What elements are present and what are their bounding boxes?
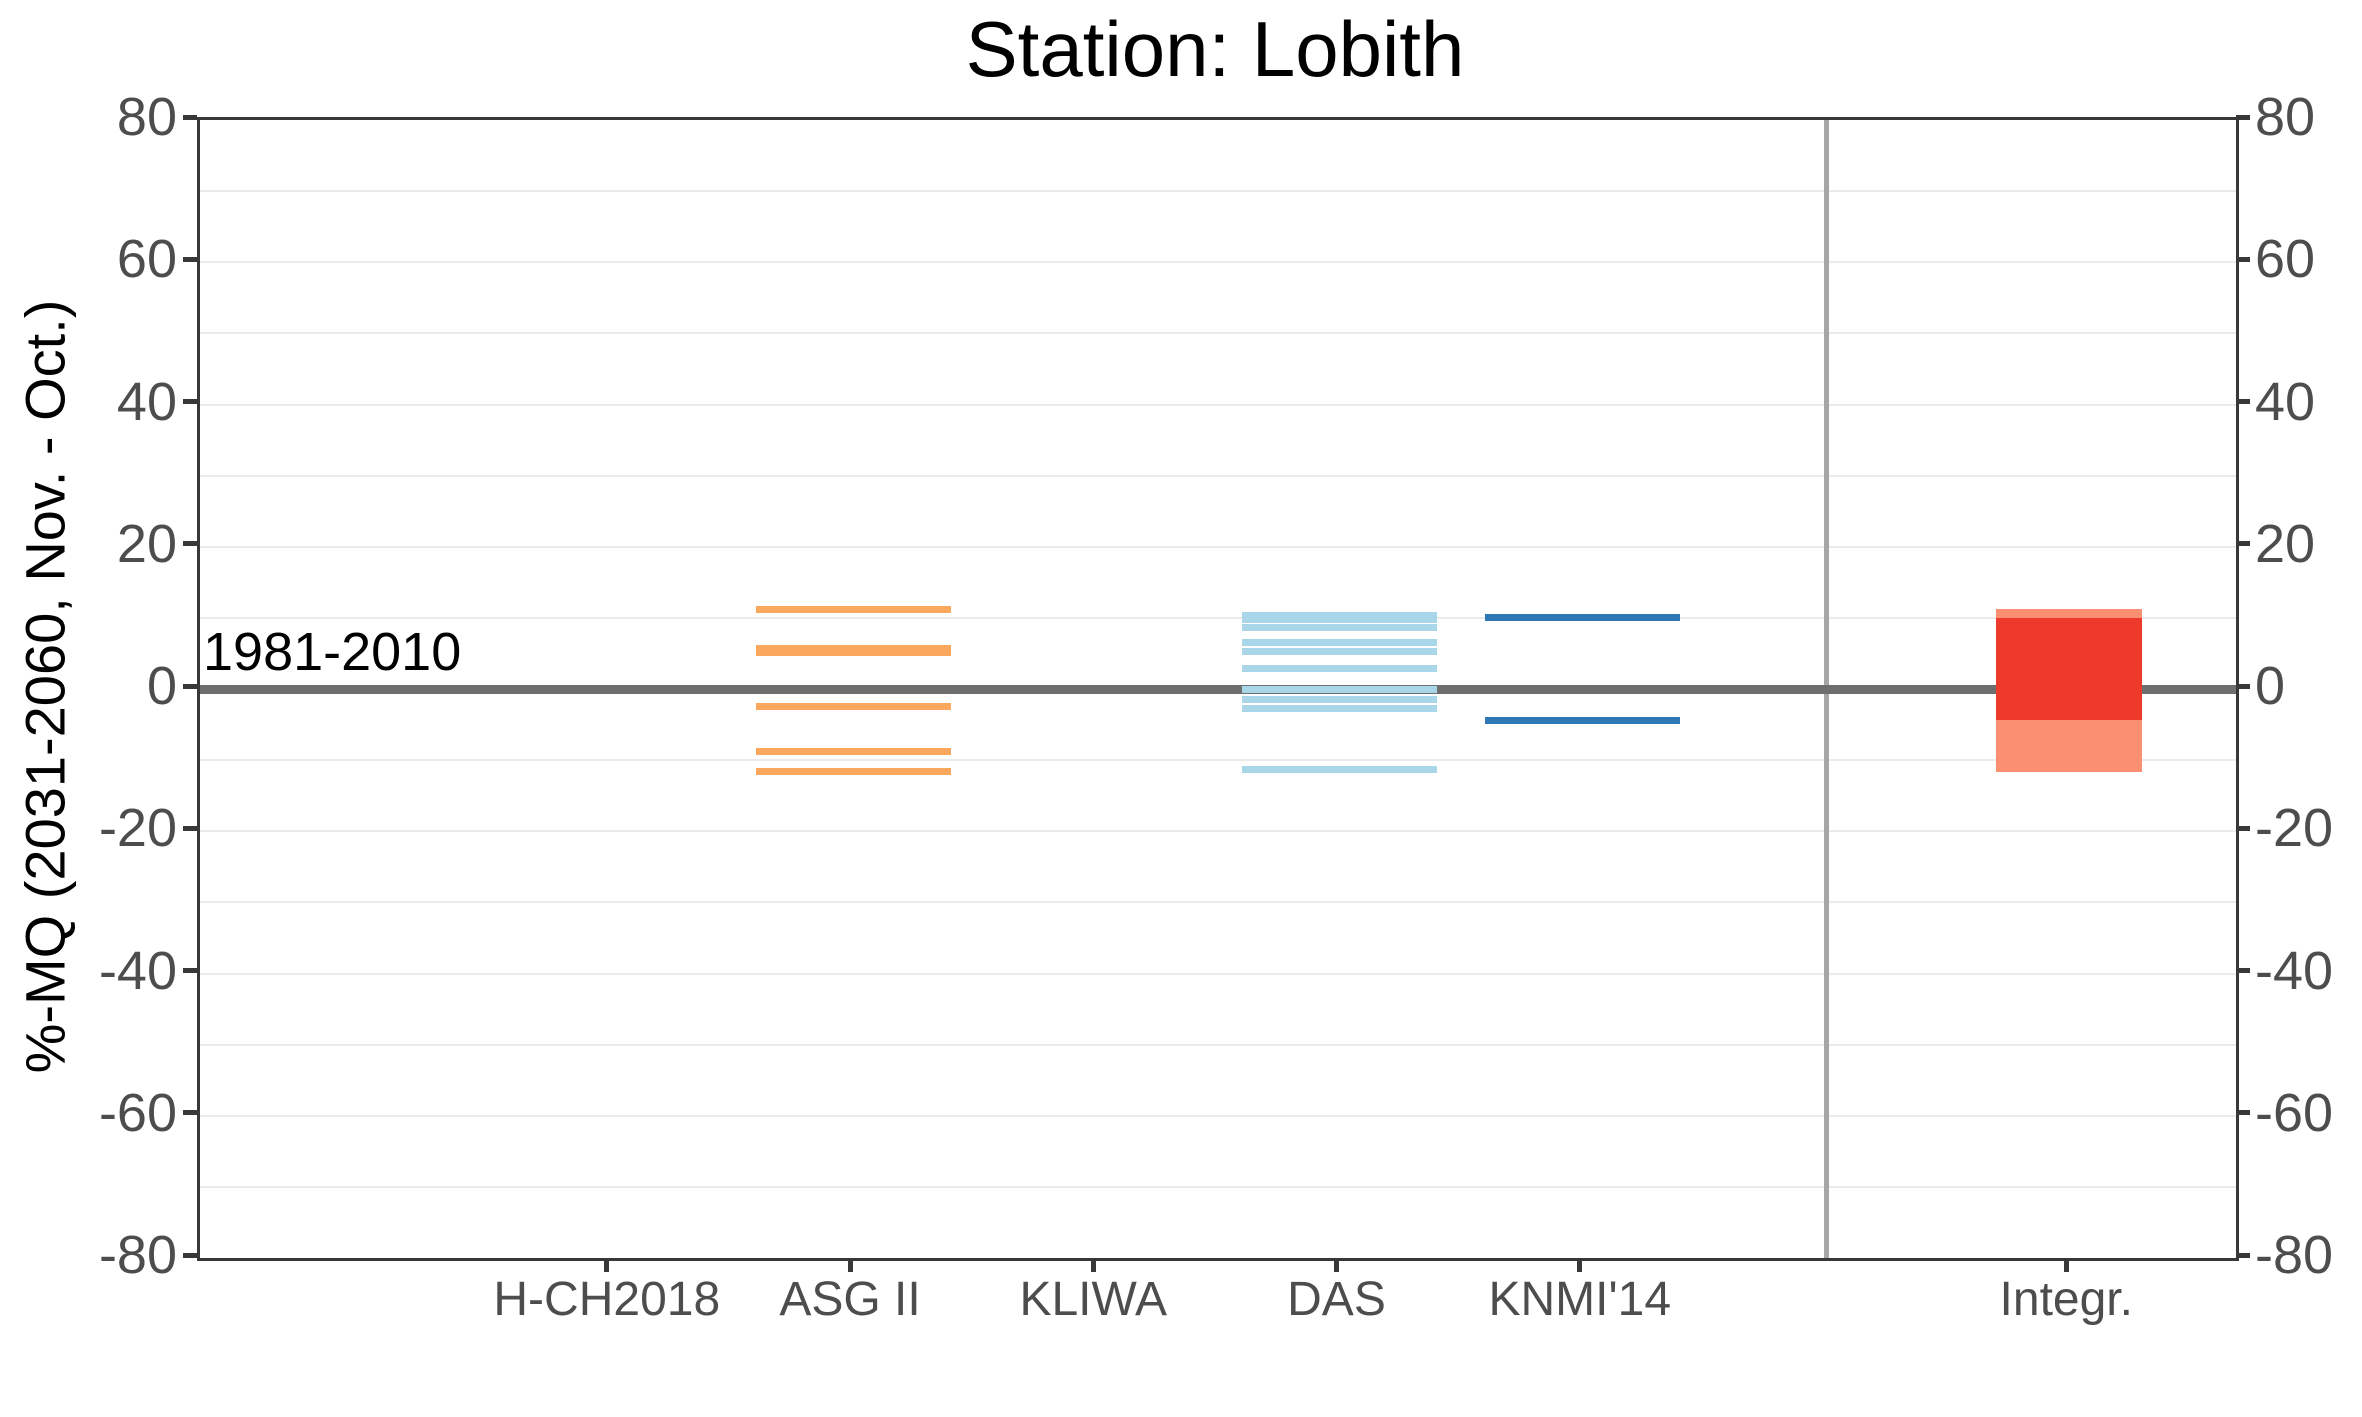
y-gridline: [200, 1185, 2236, 1188]
y-gridline: [200, 474, 2236, 477]
x-category-label-knmi-14: KNMI'14: [1488, 1273, 1672, 1326]
y-tick-right: [2236, 541, 2250, 547]
y-gridline: [200, 1043, 2236, 1046]
y-gridline: [200, 332, 2236, 335]
das-line: [1242, 696, 1437, 704]
y-tick-label-left: -40: [98, 940, 177, 1001]
y-gridline: [200, 830, 2236, 833]
asg-ii-line: [755, 702, 951, 710]
x-tick-kliwa: [1090, 1258, 1096, 1272]
x-tick-das: [1334, 1258, 1339, 1272]
y-gridline: [200, 403, 2236, 406]
y-gridline: [200, 759, 2236, 762]
y-tick-label-right: 60: [2255, 229, 2316, 290]
y-tick-right: [2236, 683, 2250, 689]
das-line: [1242, 611, 1437, 623]
y-tick-label-left: -80: [98, 1225, 177, 1285]
y-tick-label-right: -80: [2255, 1225, 2334, 1285]
y-tick-right: [2236, 1110, 2250, 1116]
integr-inner-box: [1996, 617, 2143, 720]
y-tick-left: [183, 399, 197, 404]
x-tick-knmi-14: [1577, 1258, 1583, 1272]
asg-ii-line: [755, 768, 951, 775]
x-category-label-das: DAS: [1287, 1273, 1386, 1326]
y-tick-label-left: -60: [98, 1082, 177, 1143]
y-tick-right: [2236, 825, 2250, 831]
chart-title: Station: Lobith: [965, 5, 1465, 93]
das-line: [1242, 647, 1437, 655]
knmi-14-line: [1485, 613, 1681, 621]
x-tick-h-ch2018: [604, 1258, 610, 1272]
das-line: [1242, 638, 1437, 646]
y-tick-right: [2236, 399, 2250, 404]
y-tick-label-right: 40: [2255, 371, 2316, 432]
y-tick-label-left: 60: [116, 229, 177, 290]
y-tick-right: [2236, 114, 2250, 120]
y-tick-label-left: 40: [116, 371, 177, 432]
y-gridline: [200, 972, 2236, 975]
asg-ii-line: [755, 748, 951, 756]
das-line: [1242, 765, 1437, 773]
y-gridline: [200, 261, 2236, 264]
y-tick-left: [183, 541, 197, 547]
das-line: [1242, 705, 1437, 713]
x-tick-asg-ii: [847, 1258, 853, 1272]
x-category-label-asg-ii: ASG II: [779, 1273, 921, 1326]
baseline-reference-line: [200, 684, 2236, 694]
x-category-label-h-ch2018: H-CH2018: [493, 1273, 721, 1326]
das-line: [1242, 664, 1437, 672]
y-tick-right: [2236, 1252, 2250, 1258]
y-tick-label-right: -40: [2255, 940, 2334, 1001]
x-category-label-kliwa: KLIWA: [1019, 1273, 1168, 1326]
das-line: [1242, 685, 1437, 693]
y-tick-label-left: 80: [116, 87, 177, 147]
knmi-14-line: [1485, 716, 1681, 724]
y-gridline: [200, 616, 2236, 619]
y-gridline: [200, 901, 2236, 904]
y-tick-left: [183, 256, 197, 262]
y-tick-left: [183, 683, 197, 689]
y-gridline: [200, 190, 2236, 193]
asg-ii-line: [755, 645, 951, 657]
das-line: [1242, 624, 1437, 632]
y-tick-label-right: -60: [2255, 1082, 2334, 1143]
baseline-label: 1981-2010: [203, 621, 462, 682]
y-tick-label-left: -20: [98, 798, 177, 859]
y-tick-label-right: 0: [2255, 656, 2286, 716]
y-tick-left: [183, 1110, 197, 1116]
y-tick-left: [183, 114, 197, 120]
y-tick-left: [183, 968, 197, 973]
y-tick-right: [2236, 256, 2250, 262]
y-tick-left: [183, 825, 197, 831]
y-tick-left: [183, 1252, 197, 1258]
x-category-label-integr: Integr.: [1999, 1273, 2133, 1326]
y-tick-label-left: 0: [146, 656, 177, 716]
y-tick-label-left: 20: [116, 513, 177, 574]
y-tick-label-right: 20: [2255, 513, 2316, 574]
y-gridline: [200, 1114, 2236, 1117]
x-tick-integr: [2063, 1258, 2069, 1272]
y-gridline: [200, 545, 2236, 548]
y-tick-label-right: 80: [2255, 87, 2316, 147]
plot-area: [197, 117, 2239, 1261]
y-tick-label-right: -20: [2255, 798, 2334, 859]
y-tick-right: [2236, 968, 2250, 973]
asg-ii-line: [755, 605, 951, 613]
